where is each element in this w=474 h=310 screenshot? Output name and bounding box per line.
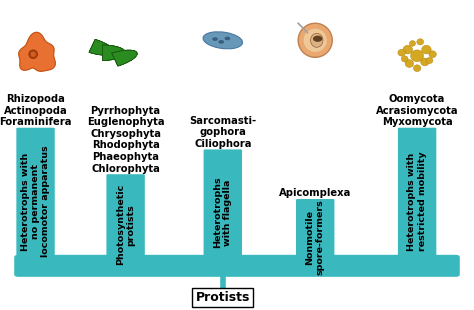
Ellipse shape xyxy=(422,45,431,54)
Ellipse shape xyxy=(405,60,414,68)
Circle shape xyxy=(313,36,322,42)
Polygon shape xyxy=(102,45,126,60)
Text: Pyrrhophyta
Euglenophyta
Chrysophyta
Rhodophyta
Phaeophyta
Chlorophyta: Pyrrhophyta Euglenophyta Chrysophyta Rho… xyxy=(87,106,164,174)
FancyBboxPatch shape xyxy=(398,128,436,275)
Text: Heterotrophs with
restricted mobility: Heterotrophs with restricted mobility xyxy=(408,152,427,251)
Text: Sarcomasti-
gophora
Ciliophora: Sarcomasti- gophora Ciliophora xyxy=(189,116,256,149)
FancyBboxPatch shape xyxy=(296,199,334,275)
Ellipse shape xyxy=(417,39,424,45)
Ellipse shape xyxy=(410,41,416,46)
Circle shape xyxy=(225,37,230,40)
Text: Apicomplexa: Apicomplexa xyxy=(279,188,351,198)
Ellipse shape xyxy=(31,52,36,57)
Text: Nonmotile
spore-formers: Nonmotile spore-formers xyxy=(306,199,325,275)
Text: Oomycota
Acrasiomycota
Myxomycota: Oomycota Acrasiomycota Myxomycota xyxy=(376,94,458,127)
Ellipse shape xyxy=(426,57,433,64)
Ellipse shape xyxy=(403,45,412,54)
FancyBboxPatch shape xyxy=(203,149,242,275)
Ellipse shape xyxy=(29,50,37,59)
Ellipse shape xyxy=(401,56,408,62)
Text: Rhizopoda
Actinopoda
Foraminifera: Rhizopoda Actinopoda Foraminifera xyxy=(0,94,72,127)
Ellipse shape xyxy=(420,58,429,66)
FancyBboxPatch shape xyxy=(106,174,145,275)
Circle shape xyxy=(212,37,218,41)
Text: Photosynthetic
protists: Photosynthetic protists xyxy=(116,184,135,265)
Ellipse shape xyxy=(303,29,327,52)
Ellipse shape xyxy=(429,51,437,58)
Ellipse shape xyxy=(310,33,323,47)
Text: Protists: Protists xyxy=(196,291,250,304)
Ellipse shape xyxy=(410,50,424,62)
Ellipse shape xyxy=(298,23,332,57)
Circle shape xyxy=(219,40,224,44)
Ellipse shape xyxy=(398,49,405,56)
Polygon shape xyxy=(112,50,137,66)
Ellipse shape xyxy=(413,65,421,72)
FancyBboxPatch shape xyxy=(14,255,460,277)
PathPatch shape xyxy=(18,32,55,71)
Text: Heterotrophs
with flagella: Heterotrophs with flagella xyxy=(213,176,232,248)
Polygon shape xyxy=(89,39,114,55)
Text: Heterotrophs with
no permanent
locomotor apparatus: Heterotrophs with no permanent locomotor… xyxy=(21,146,50,257)
Ellipse shape xyxy=(203,32,243,49)
FancyBboxPatch shape xyxy=(16,128,55,275)
